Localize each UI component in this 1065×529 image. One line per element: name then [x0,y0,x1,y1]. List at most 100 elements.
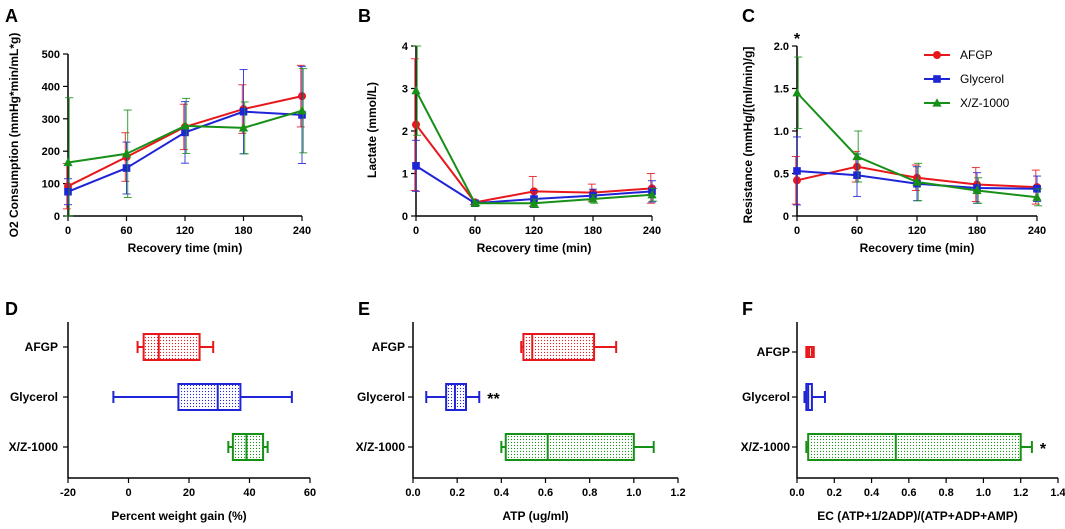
category-label: Glycerol [10,390,58,404]
panel-label: A [5,6,18,26]
box-iqr [522,333,596,361]
x-tick-label: 0.8 [582,487,597,499]
x-axis-label: Recovery time (min) [860,241,975,255]
data-point [181,128,189,137]
x-tick-label: 0.4 [494,487,510,499]
category-label: X/Z-1000 [9,440,59,454]
series-afgp [410,58,656,207]
y-tick-label: 500 [42,49,60,61]
data-point [529,198,539,207]
y-tick-label: 3 [402,84,408,96]
data-point [1032,192,1042,201]
data-point [412,162,420,170]
box-x-z-1000: X/Z-1000 [9,433,269,461]
x-tick-label: 240 [1028,225,1046,237]
series-x-z-1000 [792,56,1043,207]
data-point [470,198,480,207]
x-tick-label: 0 [794,225,800,237]
x-tick-label: 60 [120,225,132,237]
x-axis-label: Percent weight gain (%) [111,509,246,523]
data-point [238,123,249,132]
category-label: AFGP [757,345,790,359]
box-iqr [231,433,265,461]
x-tick-label: 1.4 [1050,487,1065,499]
data-point [588,194,598,203]
x-tick-label: 240 [293,225,311,237]
data-point [180,121,190,130]
y-axis-label: Lactate (mmol/L) [365,82,379,178]
legend-item: Glycerol [924,72,1004,86]
box-iqr [142,333,201,361]
x-axis-label: Recovery time (min) [477,241,592,255]
data-point [297,105,307,115]
legend-item: X/Z-1000 [924,96,1010,110]
box-iqr [504,433,635,461]
x-tick-label: 180 [968,225,986,237]
y-tick-label: 400 [42,81,60,93]
y-tick-label: 2.0 [774,41,789,53]
data-point [792,87,802,97]
x-tick-label: 60 [469,225,481,237]
x-tick-label: 0.0 [405,487,420,499]
category-label: X/Z-1000 [741,440,791,454]
x-tick-label: 1.0 [976,487,991,499]
data-point [122,164,131,172]
data-point [972,185,982,195]
box-iqr [807,433,1022,461]
box-iqr [445,383,467,411]
x-axis-label: Recovery time (min) [128,241,243,255]
panel-B: B 0 1 2 3 4 0 60 120 180 240 Recovery time (min) Lac… [358,6,661,255]
x-tick-label: 0.2 [450,487,465,499]
x-tick-label: 1.2 [670,487,685,499]
category-label: AFGP [372,340,405,354]
series-line [415,90,653,205]
legend-marker [932,98,942,107]
y-tick-label: 0 [54,211,60,223]
y-tick-label: 200 [42,146,60,158]
data-point [852,151,862,161]
box-x-z-1000: X/Z-1000 [356,433,655,461]
category-label: X/Z-1000 [356,440,406,454]
box-glycerol: Glycerol ** [357,383,500,411]
x-tick-label: 0 [65,225,71,237]
box-glycerol: Glycerol [742,383,826,411]
panel-label: B [358,6,371,26]
significance-mark: ** [487,391,500,408]
series-afgp [791,150,1041,205]
category-label: Glycerol [742,390,790,404]
x-tick-label: 40 [243,487,255,499]
y-tick-label: 0 [783,211,789,223]
legend-label: X/Z-1000 [960,96,1010,110]
significance-mark: * [1040,441,1047,458]
x-axis-label: ATP (ug/ml) [502,509,568,523]
series-glycerol [64,65,306,206]
data-point [912,177,922,186]
data-point [411,85,421,95]
x-tick-label: 180 [234,225,252,237]
panel-label: C [742,6,755,26]
panel-F: F 0.0 0.2 0.4 0.6 0.8 1.0 1.2 1.4 EC (ATP+1/2ADP)… [741,299,1065,523]
data-point [121,148,132,158]
category-label: Glycerol [357,390,405,404]
x-tick-label: 20 [183,487,195,499]
legend-label: Glycerol [960,72,1004,86]
series-afgp [62,64,306,210]
legend: AFGP Glycerol X/Z-1000 [924,48,1010,110]
box-x-z-1000: X/Z-1000 * [741,433,1047,461]
x-tick-label: 120 [525,225,543,237]
x-tick-label: 0.0 [789,487,804,499]
x-tick-label: 0.6 [538,487,553,499]
y-axis-label: O2 Consumption (mmHg*min/mL*g) [7,33,21,238]
series-glycerol [793,136,1041,206]
y-tick-label: 1 [402,169,408,181]
y-tick-label: 0 [402,211,408,223]
x-tick-label: 180 [584,225,602,237]
y-axis-label: Resistance (mmHg/[(ml/min)/g] [741,47,755,224]
legend-marker [933,51,941,59]
legend-marker [933,75,941,83]
x-tick-label: 120 [908,225,926,237]
x-tick-label: 240 [643,225,661,237]
y-tick-label: 2 [402,126,408,138]
panel-label: E [358,299,370,319]
y-tick-label: 1.5 [774,84,789,96]
